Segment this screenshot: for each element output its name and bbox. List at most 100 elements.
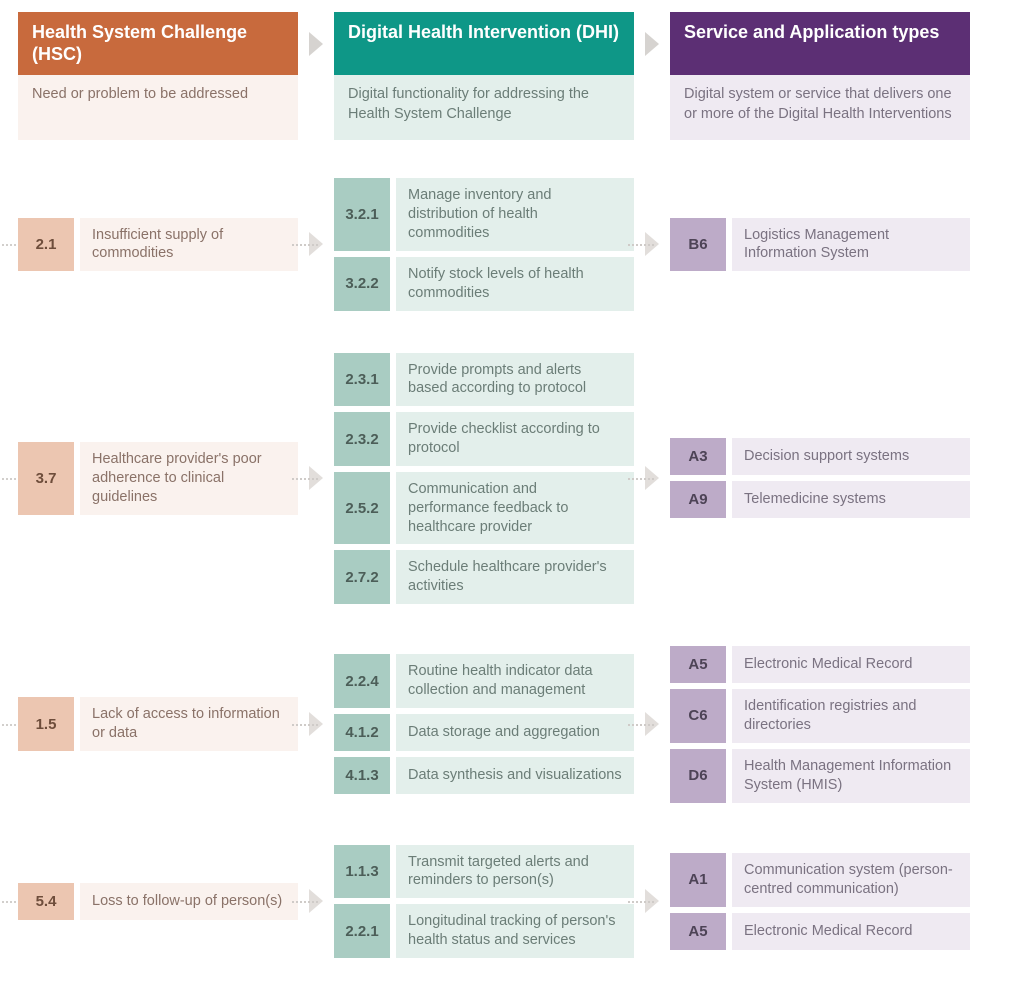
- dhi-code: 3.2.1: [334, 178, 390, 251]
- dhi-cell: 2.3.1Provide prompts and alerts based ac…: [334, 349, 634, 609]
- row-arrow: [298, 349, 334, 609]
- svc-label: Communication system (person-centred com…: [732, 853, 970, 907]
- dhi-item: 4.1.3Data synthesis and visualizations: [334, 757, 634, 794]
- svc-code: A5: [670, 913, 726, 950]
- svc-label: Telemedicine systems: [732, 481, 970, 518]
- hsc-code: 5.4: [18, 883, 74, 920]
- dhi-item: 2.2.1Longitudinal tracking of person's h…: [334, 904, 634, 958]
- dhi-item: 4.1.2Data storage and aggregation: [334, 714, 634, 751]
- dhi-code: 4.1.2: [334, 714, 390, 751]
- svc-code: D6: [670, 749, 726, 803]
- svc-code: A3: [670, 438, 726, 475]
- dhi-label: Transmit targeted alerts and reminders t…: [396, 845, 634, 899]
- dhi-code: 4.1.3: [334, 757, 390, 794]
- svc-header: Service and Application types: [670, 12, 970, 75]
- hsc-item: 1.5 Lack of access to information or dat…: [18, 697, 298, 751]
- hsc-cell: 5.4 Loss to follow-up of person(s): [18, 841, 298, 962]
- dhi-label: Longitudinal tracking of person's health…: [396, 904, 634, 958]
- dhi-code: 2.3.1: [334, 353, 390, 407]
- dhi-item: 2.2.4Routine health indicator data colle…: [334, 654, 634, 708]
- classification-grid: Health System Challenge (HSC) Digital He…: [18, 12, 1006, 962]
- dhi-item: 2.3.2Provide checklist according to prot…: [334, 412, 634, 466]
- dhi-item: 2.3.1Provide prompts and alerts based ac…: [334, 353, 634, 407]
- hsc-item: 2.1 Insufficient supply of commodities: [18, 218, 298, 272]
- dhi-label: Manage inventory and distribution of hea…: [396, 178, 634, 251]
- chevron-right-icon: [309, 32, 323, 56]
- dhi-item: 3.2.2Notify stock levels of health commo…: [334, 257, 634, 311]
- hsc-cell: 3.7 Healthcare provider's poor adherence…: [18, 349, 298, 609]
- dhi-label: Notify stock levels of health commoditie…: [396, 257, 634, 311]
- dhi-label: Schedule healthcare provider's activitie…: [396, 550, 634, 604]
- dhi-label: Communication and performance feedback t…: [396, 472, 634, 545]
- dhi-label: Data synthesis and visualizations: [396, 757, 634, 794]
- svc-item: B6Logistics Management Information Syste…: [670, 218, 970, 272]
- dhi-code: 1.1.3: [334, 845, 390, 899]
- dhi-cell: 1.1.3Transmit targeted alerts and remind…: [334, 841, 634, 962]
- row-arrow: [298, 642, 334, 806]
- svc-cell: B6Logistics Management Information Syste…: [670, 174, 970, 314]
- svc-code: C6: [670, 689, 726, 743]
- svc-label: Decision support systems: [732, 438, 970, 475]
- svc-code: A9: [670, 481, 726, 518]
- svc-item: D6Health Management Information System (…: [670, 749, 970, 803]
- dhi-label: Provide checklist according to protocol: [396, 412, 634, 466]
- row-arrow: [634, 349, 670, 609]
- row-arrow: [634, 174, 670, 314]
- hsc-code: 2.1: [18, 218, 74, 272]
- hsc-label: Insufficient supply of commodities: [80, 218, 298, 272]
- chevron-right-icon: [645, 32, 659, 56]
- row-arrow: [634, 841, 670, 962]
- hsc-subtitle: Need or problem to be addressed: [18, 75, 298, 140]
- row-arrow: [634, 642, 670, 806]
- hsc-header: Health System Challenge (HSC): [18, 12, 298, 75]
- dhi-label: Provide prompts and alerts based accordi…: [396, 353, 634, 407]
- dhi-header: Digital Health Intervention (DHI): [334, 12, 634, 75]
- svc-cell: A1Communication system (person-centred c…: [670, 841, 970, 962]
- hsc-label: Lack of access to information or data: [80, 697, 298, 751]
- hsc-item: 5.4 Loss to follow-up of person(s): [18, 883, 298, 920]
- header-arrow-2: [634, 12, 670, 75]
- svc-subtitle: Digital system or service that delivers …: [670, 75, 970, 140]
- dhi-cell: 3.2.1Manage inventory and distribution o…: [334, 174, 634, 314]
- svc-item: A9Telemedicine systems: [670, 481, 970, 518]
- dhi-label: Data storage and aggregation: [396, 714, 634, 751]
- svc-label: Electronic Medical Record: [732, 646, 970, 683]
- hsc-item: 3.7 Healthcare provider's poor adherence…: [18, 442, 298, 515]
- svc-item: A5Electronic Medical Record: [670, 646, 970, 683]
- dhi-cell: 2.2.4Routine health indicator data colle…: [334, 642, 634, 806]
- svc-code: A1: [670, 853, 726, 907]
- dhi-item: 2.5.2Communication and performance feedb…: [334, 472, 634, 545]
- hsc-code: 3.7: [18, 442, 74, 515]
- hsc-label: Loss to follow-up of person(s): [80, 883, 298, 920]
- svc-label: Identification registries and directorie…: [732, 689, 970, 743]
- hsc-cell: 2.1 Insufficient supply of commodities: [18, 174, 298, 314]
- dhi-code: 2.2.4: [334, 654, 390, 708]
- svc-cell: A5Electronic Medical Record C6Identifica…: [670, 642, 970, 806]
- dhi-code: 2.2.1: [334, 904, 390, 958]
- svc-code: B6: [670, 218, 726, 272]
- dhi-code: 2.3.2: [334, 412, 390, 466]
- dhi-subtitle: Digital functionality for addressing the…: [334, 75, 634, 140]
- svc-code: A5: [670, 646, 726, 683]
- dhi-label: Routine health indicator data collection…: [396, 654, 634, 708]
- svc-item: C6Identification registries and director…: [670, 689, 970, 743]
- svc-label: Electronic Medical Record: [732, 913, 970, 950]
- dhi-code: 2.5.2: [334, 472, 390, 545]
- svc-label: Logistics Management Information System: [732, 218, 970, 272]
- hsc-cell: 1.5 Lack of access to information or dat…: [18, 642, 298, 806]
- header-arrow-1: [298, 12, 334, 75]
- dhi-code: 2.7.2: [334, 550, 390, 604]
- svc-item: A1Communication system (person-centred c…: [670, 853, 970, 907]
- svc-item: A5Electronic Medical Record: [670, 913, 970, 950]
- dhi-code: 3.2.2: [334, 257, 390, 311]
- row-arrow: [298, 841, 334, 962]
- dhi-item: 3.2.1Manage inventory and distribution o…: [334, 178, 634, 251]
- row-arrow: [298, 174, 334, 314]
- hsc-code: 1.5: [18, 697, 74, 751]
- hsc-label: Healthcare provider's poor adherence to …: [80, 442, 298, 515]
- dhi-item: 1.1.3Transmit targeted alerts and remind…: [334, 845, 634, 899]
- svc-item: A3Decision support systems: [670, 438, 970, 475]
- svc-cell: A3Decision support systems A9Telemedicin…: [670, 349, 970, 609]
- svc-label: Health Management Information System (HM…: [732, 749, 970, 803]
- dhi-item: 2.7.2Schedule healthcare provider's acti…: [334, 550, 634, 604]
